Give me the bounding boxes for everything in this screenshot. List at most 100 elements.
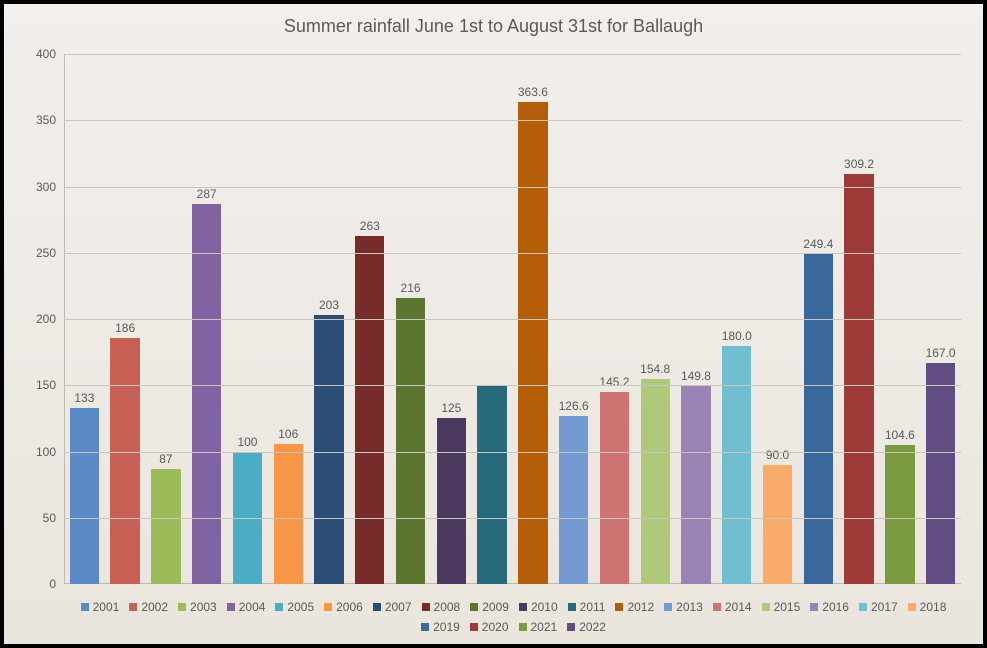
legend-swatch [568, 603, 576, 611]
bar-2012: 363.6 [518, 102, 547, 584]
y-tick-label: 0 [49, 577, 56, 591]
legend-swatch [275, 603, 283, 611]
legend-label: 2005 [287, 600, 314, 614]
legend-item-2022: 2022 [567, 620, 606, 634]
bar-value-label: 309.2 [839, 157, 880, 171]
y-tick-label: 250 [36, 246, 56, 260]
bar-value-label: 154.8 [635, 362, 676, 376]
legend-label: 2004 [239, 600, 266, 614]
bar-value-label: 100 [227, 435, 268, 449]
legend-swatch [859, 603, 867, 611]
gridline [64, 452, 961, 453]
bar-2011 [477, 385, 506, 584]
legend-swatch [664, 603, 672, 611]
bar-value-label: 263 [349, 219, 390, 233]
legend-swatch [470, 603, 478, 611]
legend-item-2004: 2004 [227, 600, 266, 614]
legend-label: 2019 [433, 620, 460, 634]
legend-item-2006: 2006 [324, 600, 363, 614]
legend-swatch [422, 603, 430, 611]
legend-label: 2008 [434, 600, 461, 614]
legend-swatch [81, 603, 89, 611]
legend-item-2020: 2020 [470, 620, 509, 634]
legend-item-2021: 2021 [519, 620, 558, 634]
legend-label: 2021 [531, 620, 558, 634]
legend-item-2001: 2001 [81, 600, 120, 614]
legend-item-2016: 2016 [810, 600, 849, 614]
bar-2019: 249.4 [804, 254, 833, 584]
legend-swatch [713, 603, 721, 611]
bar-2003: 87 [151, 469, 180, 584]
gridline [64, 518, 961, 519]
legend-label: 2016 [822, 600, 849, 614]
legend-label: 2003 [190, 600, 217, 614]
legend-swatch [421, 623, 429, 631]
gridline [64, 54, 961, 55]
legend-label: 2009 [482, 600, 509, 614]
bar-value-label: 133 [64, 391, 105, 405]
chart-title: Summer rainfall June 1st to August 31st … [4, 16, 983, 37]
bar-2017: 180.0 [722, 346, 751, 585]
bar-2018: 90.0 [763, 465, 792, 584]
legend-item-2015: 2015 [762, 600, 801, 614]
bar-value-label: 167.0 [920, 346, 961, 360]
legend-swatch [227, 603, 235, 611]
y-tick-label: 400 [36, 47, 56, 61]
legend-label: 2022 [579, 620, 606, 634]
legend-swatch [567, 623, 575, 631]
bar-2002: 186 [110, 338, 139, 584]
legend-swatch [324, 603, 332, 611]
bar-value-label: 149.8 [675, 369, 716, 383]
bar-value-label: 106 [268, 427, 309, 441]
bar-value-label: 104.6 [879, 428, 920, 442]
legend-item-2012: 2012 [615, 600, 654, 614]
bar-2001: 133 [70, 408, 99, 584]
bar-2010: 125 [437, 418, 466, 584]
bar-value-label: 249.4 [798, 237, 839, 251]
bar-2022: 167.0 [926, 363, 955, 584]
y-tick-label: 150 [36, 378, 56, 392]
legend-label: 2011 [580, 600, 606, 614]
legend-item-2008: 2008 [422, 600, 461, 614]
legend-swatch [178, 603, 186, 611]
legend-item-2009: 2009 [470, 600, 509, 614]
legend-label: 2001 [93, 600, 120, 614]
bar-2004: 287 [192, 204, 221, 584]
legend-label: 2007 [385, 600, 412, 614]
legend-swatch [908, 603, 916, 611]
legend-item-2019: 2019 [421, 620, 460, 634]
legend-item-2017: 2017 [859, 600, 898, 614]
gridline [64, 187, 961, 188]
y-tick-label: 200 [36, 312, 56, 326]
legend-item-2018: 2018 [908, 600, 947, 614]
legend-item-2014: 2014 [713, 600, 752, 614]
bar-value-label: 216 [390, 281, 431, 295]
legend-item-2011: 2011 [568, 600, 606, 614]
y-tick-label: 50 [43, 511, 56, 525]
bar-2016: 149.8 [681, 386, 710, 584]
plot-area: 13318687287100106203263216125363.6126.61… [64, 54, 961, 584]
bar-2009: 216 [396, 298, 425, 584]
bar-value-label: 90.0 [757, 448, 798, 462]
legend-swatch [762, 603, 770, 611]
bar-2015: 154.8 [641, 379, 670, 584]
legend-swatch [519, 603, 527, 611]
bar-value-label: 87 [145, 452, 186, 466]
gridline [64, 120, 961, 121]
legend-label: 2018 [920, 600, 947, 614]
legend-label: 2006 [336, 600, 363, 614]
bar-value-label: 186 [105, 321, 146, 335]
gridline [64, 385, 961, 386]
legend-label: 2010 [531, 600, 558, 614]
bar-2020: 309.2 [844, 174, 873, 584]
legend-label: 2017 [871, 600, 898, 614]
bar-2021: 104.6 [885, 445, 914, 584]
legend-item-2003: 2003 [178, 600, 217, 614]
legend-label: 2014 [725, 600, 752, 614]
legend-item-2013: 2013 [664, 600, 703, 614]
legend-swatch [615, 603, 623, 611]
gridline [64, 253, 961, 254]
y-tick-label: 100 [36, 445, 56, 459]
bar-value-label: 145.2 [594, 375, 635, 389]
legend: 2001200220032004200520062007200820092010… [64, 600, 963, 634]
